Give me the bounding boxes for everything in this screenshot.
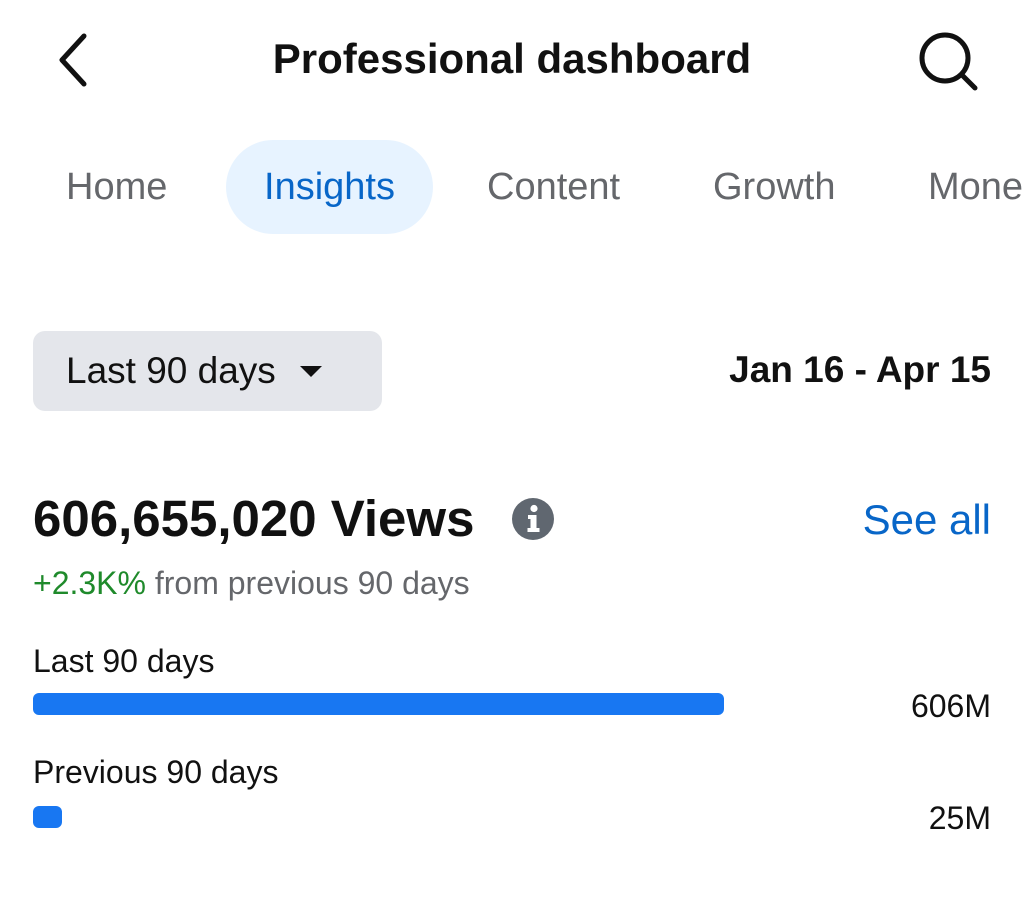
tab-content[interactable]: Content [487,166,621,208]
see-all-link[interactable]: See all [862,496,991,543]
current-period-value: 606M [910,688,991,724]
views-change: +2.3K% from previous 90 days [33,562,470,604]
previous-period-value: 25M [928,800,991,836]
views-total: 606,655,020 Views [33,490,475,547]
page-title: Professional dashboard [272,35,752,82]
back-button[interactable] [50,28,100,92]
tab-home[interactable]: Home [66,166,168,208]
change-description: from previous 90 days [145,565,470,601]
info-icon[interactable] [511,497,555,541]
date-range-text: Jan 16 - Apr 15 [729,349,991,390]
caret-down-icon [299,365,322,377]
current-period-label: Last 90 days [33,643,215,679]
previous-period-bar [33,806,62,828]
chevron-left-icon [59,33,87,87]
change-percentage: +2.3K% [33,565,146,601]
previous-period-label: Previous 90 days [33,754,279,790]
search-button[interactable] [910,26,986,96]
search-icon [919,32,978,91]
tab-growth[interactable]: Growth [713,166,836,208]
tab-monetization[interactable]: Mone [928,166,1024,208]
current-period-bar [33,693,724,715]
date-range-dropdown[interactable]: Last 90 days [33,331,382,411]
date-range-dropdown-label: Last 90 days [66,350,276,391]
tab-insights[interactable]: Insights [226,140,433,234]
info-icon-graphic [512,498,554,540]
